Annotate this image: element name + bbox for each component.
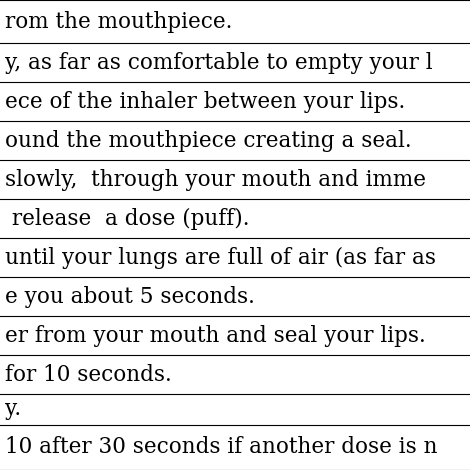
Text: until your lungs are full of air (as far as: until your lungs are full of air (as far… xyxy=(5,247,436,269)
Text: rom the mouthpiece.: rom the mouthpiece. xyxy=(5,10,232,32)
Text: y, as far as comfortable to empty your l: y, as far as comfortable to empty your l xyxy=(5,52,432,74)
Text: 10 after 30 seconds if another dose is n: 10 after 30 seconds if another dose is n xyxy=(5,437,437,458)
Text: ece of the inhaler between your lips.: ece of the inhaler between your lips. xyxy=(5,91,405,113)
Text: e you about 5 seconds.: e you about 5 seconds. xyxy=(5,286,255,307)
Text: er from your mouth and seal your lips.: er from your mouth and seal your lips. xyxy=(5,325,425,346)
Text: ound the mouthpiece creating a seal.: ound the mouthpiece creating a seal. xyxy=(5,130,411,152)
Text: for 10 seconds.: for 10 seconds. xyxy=(5,364,172,385)
Text: slowly,  through your mouth and imme: slowly, through your mouth and imme xyxy=(5,169,426,191)
Text: release  a dose (puff).: release a dose (puff). xyxy=(5,208,249,230)
Text: y.: y. xyxy=(5,399,21,421)
